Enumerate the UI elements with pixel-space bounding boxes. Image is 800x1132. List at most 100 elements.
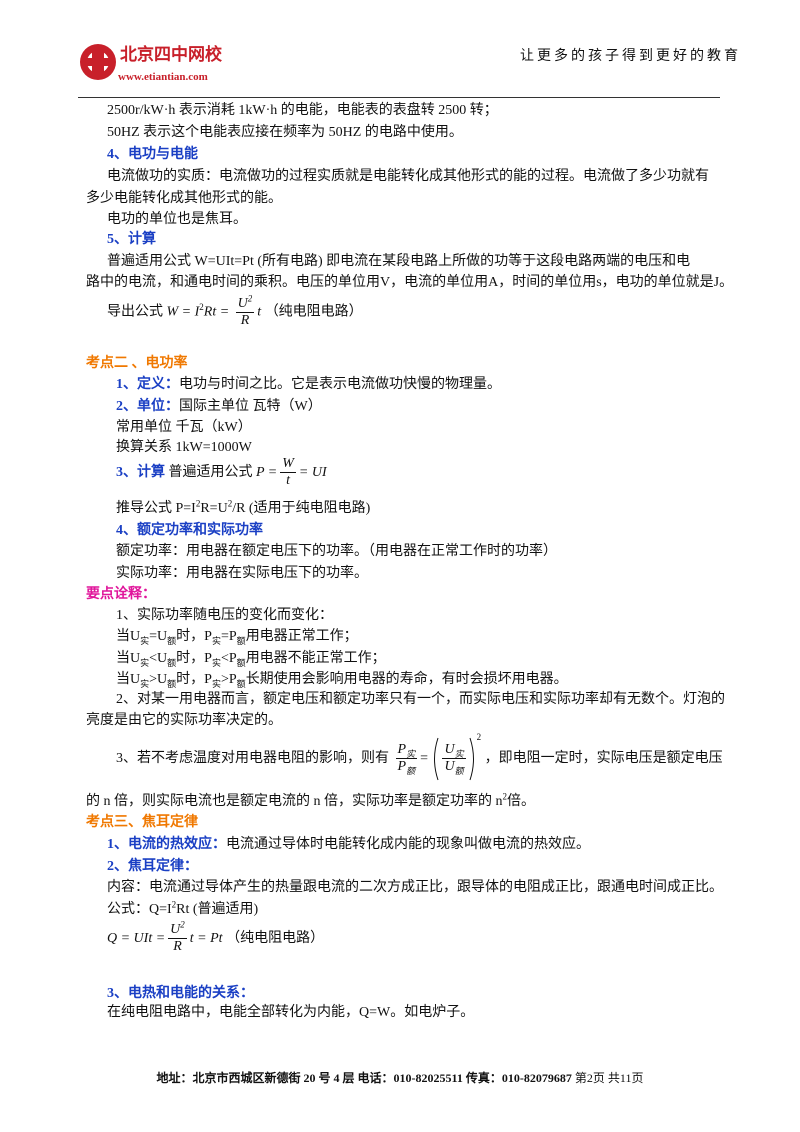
text-run: 3、计算 (116, 465, 165, 480)
text-run: 2 (195, 498, 201, 509)
text-group: U2 (168, 919, 187, 940)
header-rule (78, 97, 720, 98)
slogan: 让更多的孩子得到更好的教育 (520, 49, 741, 64)
text-run: t (286, 473, 291, 489)
text-run: =P (220, 629, 237, 644)
text-group: P额 (396, 759, 418, 775)
paren (469, 737, 474, 780)
text-run: 1、电流的热效应： (107, 837, 226, 852)
text-run: 2 (171, 899, 177, 910)
text-run: =U (149, 629, 168, 644)
text-run: = (420, 751, 428, 766)
case-line: 当U实=U额时，P实=P额用电器正常工作； (116, 628, 358, 646)
case-line: 当U实<U额时，P实<P额用电器不能正常工作； (116, 650, 386, 668)
text-run: 额 (167, 657, 177, 668)
text-run: 地址：北京市西城区新德街 20 号 4 层 电话：010-82025511 传真… (156, 1071, 572, 1085)
footer: 地址：北京市西城区新德街 20 号 4 层 电话：010-82025511 传真… (0, 1069, 800, 1087)
text-run: >U (149, 672, 168, 687)
text-line: 常用单位 千瓦（kW） (116, 420, 252, 435)
text-run: 实 (211, 678, 221, 689)
text-group: U实 (442, 742, 466, 760)
section-heading: 考点二 、电功率 (86, 356, 188, 371)
text-run: R (240, 313, 250, 328)
text-group: 1、定义：电功与时间之比。它是表示电流做功快慢的物理量。 (116, 376, 501, 394)
text-run: （纯电阻电路） (226, 931, 325, 946)
text-run: 2 (476, 732, 482, 742)
text-run: 时，P (176, 629, 212, 644)
text-run: <P (220, 650, 237, 666)
text-run: Rt = (203, 304, 230, 320)
text-run: U (444, 759, 455, 775)
text-run: R=U (200, 501, 228, 516)
text-line: 50HZ 表示这个电能表应接在频率为 50HZ 的电路中使用。 (107, 125, 463, 140)
text-run: 1、定义： (116, 377, 179, 392)
text-group: 推导公式 P=I2R=U2/R (适用于纯电阻电路) (116, 498, 371, 518)
heading: 2、焦耳定律： (107, 859, 198, 874)
text-line: 实际功率：用电器在实际电压下的功率。 (116, 566, 368, 581)
text-run: U (170, 922, 181, 938)
text-run: 时，P (176, 672, 212, 687)
fraction: U2 R (235, 293, 255, 329)
text-line: 2500r/kW·h 表示消耗 1kW·h 的电能，电能表的表盘转 2500 转… (107, 103, 498, 118)
text-run: （纯电阻电路） (264, 304, 363, 320)
paren (434, 737, 439, 780)
text-group: 1、电流的热效应：电流通过导体时电能转化成内能的现象叫做电流的热效应。 (107, 836, 590, 854)
text-run: 额 (236, 678, 246, 689)
text-run: 普遍适用公式 (168, 465, 253, 480)
text-run: = UI (298, 465, 327, 480)
text-run: 电功与时间之比。它是表示电流做功快慢的物理量。 (179, 377, 501, 392)
text-run: 时，P (176, 650, 212, 666)
text-run: t (257, 304, 262, 320)
text-run: 当U (116, 629, 141, 644)
text-run: R (173, 939, 182, 955)
text-run: 国际主单位 瓦特（W） (179, 399, 322, 414)
text-run: 额 (454, 766, 464, 777)
text-run: 实 (211, 635, 221, 646)
heading: 4、电功与电能 (107, 147, 198, 162)
text-run: W (280, 456, 296, 474)
text-run: 实 (211, 657, 221, 668)
text-group: U额 (442, 759, 465, 775)
text-group: U2 (235, 293, 255, 313)
text-run: U (237, 296, 248, 311)
text-run: 2 (247, 293, 253, 304)
text-run: /R (适用于纯电阻电路) (232, 501, 371, 516)
text-run: U (444, 742, 455, 758)
text-run: 2 (180, 919, 185, 930)
text-group: P实 (395, 742, 418, 760)
text-group: 2、单位：国际主单位 瓦特（W） (116, 398, 322, 416)
heading: 3、电热和电能的关系： (107, 986, 254, 1001)
text-line: 电功的单位也是焦耳。 (107, 212, 247, 227)
section-heading: 要点诠释： (86, 587, 156, 602)
text-line: 额定功率：用电器在额定电压下的功率。（用电器在正常工作时的功率） (116, 544, 557, 559)
formula-line: 3、若不考虑温度对用电器电阻的影响，则有 P实 P额 = U实 U额 2 ，即电阻一定时… (116, 730, 723, 788)
text-run: W = I (166, 304, 200, 320)
text-run: 实 (140, 678, 150, 689)
text-run: 电流通过导体时电能转化成内能的现象叫做电流的热效应。 (226, 837, 590, 852)
text-line: 换算关系 1kW=1000W (116, 440, 252, 455)
text-run: 2、单位： (116, 399, 179, 414)
fraction: P实 P额 (395, 742, 418, 776)
text-line: 2、对某一用电器而言，额定电压和额定功率只有一个，而实际电压和实际功率却有无数个… (116, 692, 725, 707)
text-line: 普遍适用公式 W=UIt=Pt (所有电路) 即电流在某段电路上所做的功等于这段… (107, 254, 691, 269)
text-run: 2 (502, 791, 508, 802)
text-line: 电流做功的实质：电流做功的过程实质就是电能转化成其他形式的能的过程。电流做了多少… (107, 169, 709, 184)
text-run: 实 (454, 749, 464, 760)
text-run: 当U (116, 650, 141, 666)
text-run: P (397, 759, 407, 775)
text-run: 额 (406, 766, 416, 777)
text-run: Rt (普遍适用) (176, 902, 259, 917)
logo-icon (80, 44, 116, 80)
text-line: 内容：电流通过导体产生的热量跟电流的二次方成正比，跟导体的电阻成正比，跟通电时间… (107, 880, 723, 895)
text-run: 第2页 共11页 (574, 1071, 644, 1085)
text-group: 公式：Q=I2Rt (普遍适用) (107, 899, 259, 919)
text-run: 倍。 (507, 794, 535, 809)
text-run: 实 (406, 749, 416, 760)
text-line: 亮度是由它的实际功率决定的。 (86, 713, 282, 728)
text-run: 用电器不能正常工作； (245, 650, 386, 666)
text-group: 的 n 倍，则实际电流也是额定电流的 n 倍，实际功率是额定功率的 n2倍。 (86, 791, 535, 811)
text-line: 多少电能转化成其他形式的能。 (86, 191, 282, 206)
